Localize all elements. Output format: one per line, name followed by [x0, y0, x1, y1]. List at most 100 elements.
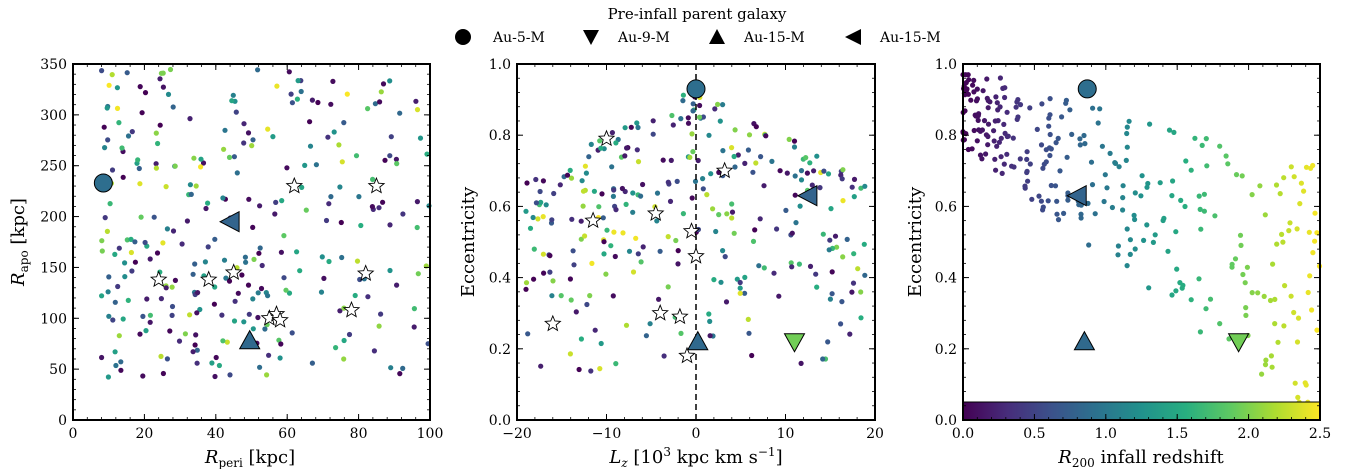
scatter-point [257, 245, 263, 251]
scatter-point [167, 328, 173, 334]
scatter-point [203, 205, 209, 212]
scatter-point [164, 356, 170, 362]
scatter-point [1126, 118, 1132, 124]
scatter-point [1048, 146, 1054, 152]
scatter-point [1078, 215, 1084, 221]
y-tick-label: 250 [40, 159, 67, 175]
x-tick-label: 0.0 [952, 426, 974, 442]
y-tick-label: 0.6 [489, 199, 511, 215]
scatter-point [628, 124, 634, 130]
scatter-point [1053, 140, 1059, 146]
scatter-point [640, 181, 646, 188]
x-tick-label: 60 [278, 426, 296, 442]
scatter-point [153, 165, 159, 171]
scatter-point [1132, 190, 1138, 196]
scatter-point [983, 151, 989, 157]
scatter-point [1275, 339, 1281, 345]
scatter-point [742, 160, 748, 166]
scatter-point [1055, 217, 1062, 223]
scatter-point [216, 362, 222, 369]
scatter-point [1303, 164, 1310, 170]
scatter-point [1303, 382, 1309, 388]
scatter-point [543, 202, 549, 208]
scatter-point [302, 162, 308, 168]
plot-frame [962, 63, 1321, 421]
scatter-point [578, 218, 584, 224]
scatter-point [975, 117, 981, 123]
scatter-point [417, 135, 424, 141]
scatter-point [630, 269, 637, 275]
scatter-point [1112, 160, 1119, 166]
scatter-point [839, 176, 845, 182]
scatter-point [182, 331, 188, 337]
scatter-point [1001, 161, 1007, 167]
scatter-point [826, 247, 832, 253]
scatter-point [840, 254, 846, 260]
scatter-point [798, 177, 805, 183]
scatter-point [624, 145, 630, 151]
legend-triangle-left-marker [845, 29, 861, 45]
scatter-point [147, 256, 153, 262]
scatter-point [278, 249, 284, 255]
scatter-point [720, 248, 726, 254]
scatter-point [413, 98, 419, 104]
scatter-point [783, 207, 789, 213]
scatter-point [839, 299, 845, 305]
scatter-point [307, 143, 314, 149]
scatter-point [784, 170, 790, 176]
star-marker [678, 346, 696, 364]
scatter-point [1188, 297, 1194, 303]
scatter-point [968, 97, 974, 103]
scatter-point [256, 250, 262, 256]
scatter-point [1301, 188, 1307, 194]
scatter-point [1054, 198, 1060, 204]
scatter-point [233, 109, 239, 115]
scatter-point [378, 311, 384, 317]
scatter-point [674, 178, 680, 184]
scatter-point [776, 293, 782, 299]
scatter-point [318, 289, 325, 295]
scatter-point [745, 147, 752, 153]
axis-label-x-1: Lz [103 kpc km s−1] [608, 445, 782, 469]
scatter-point [814, 284, 820, 290]
scatter-point [147, 319, 153, 325]
x-tick-label: −20 [502, 426, 532, 442]
scatter-point [1225, 161, 1231, 167]
scatter-point [226, 154, 233, 160]
scatter-point [580, 203, 586, 209]
ticks: −20 −10 0 10 20 0.0 0.2 0.4 0.6 0.8 1.0 [489, 57, 884, 442]
scatter-point [116, 333, 122, 339]
scatter-point [104, 228, 110, 234]
scatter-point [611, 187, 617, 193]
scatter-point [1171, 129, 1177, 135]
scatter-point [729, 215, 735, 221]
scatter-point [109, 167, 116, 173]
scatter-point [1011, 164, 1017, 170]
scatter-point [1043, 159, 1049, 165]
y-tick-label: 1.0 [489, 57, 511, 73]
scatter-point [1281, 175, 1287, 181]
scatter-point [112, 251, 118, 257]
scatter-point [1259, 371, 1265, 377]
scatter-point [382, 157, 388, 163]
y-tick-label: 0.6 [935, 199, 957, 215]
special-circle-marker [1077, 79, 1097, 99]
scatter-point [341, 356, 347, 362]
scatter-point [1306, 229, 1312, 235]
scatter-point [1203, 136, 1209, 142]
scatter-point [138, 214, 144, 220]
scatter-point [994, 143, 1000, 149]
scatter-point [1182, 203, 1188, 210]
scatter-point [540, 178, 547, 184]
scatter-point [164, 226, 170, 232]
scatter-point [789, 230, 795, 236]
y-tick-label: 0.8 [489, 128, 511, 144]
star-marker [687, 246, 705, 264]
scatter-point [993, 94, 999, 100]
scatter-point [1115, 243, 1121, 249]
scatter-point [750, 169, 756, 175]
scatter-point [634, 120, 640, 126]
scatter-point [220, 195, 226, 201]
star-marker [199, 270, 218, 288]
scatter-point [1287, 220, 1293, 226]
